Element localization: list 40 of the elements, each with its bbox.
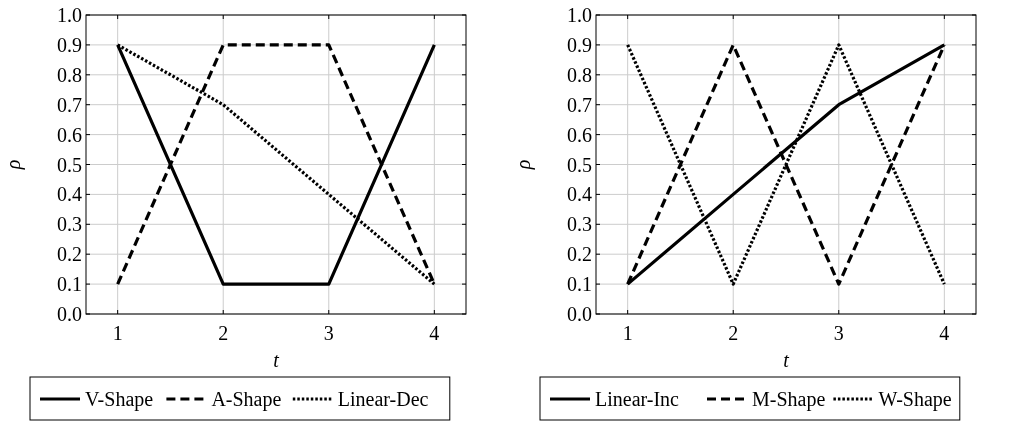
y-tick-label: 0.8	[57, 63, 82, 86]
y-tick-label: 0.4	[57, 183, 82, 206]
legend-label: W-Shape	[878, 388, 952, 411]
y-tick-label: 0.2	[57, 243, 82, 266]
y-tick-label: 0.5	[567, 153, 592, 176]
y-tick-label: 0.7	[567, 93, 592, 116]
x-tick-label: 3	[323, 322, 334, 344]
y-tick-label: 0.2	[567, 243, 592, 266]
x-tick-label: 2	[728, 322, 739, 344]
y-tick-label: 0.3	[567, 213, 592, 236]
x-axis-title: t	[783, 349, 790, 371]
y-tick-label: 0.9	[57, 33, 82, 56]
legend-label: A-Shape	[211, 388, 282, 411]
legend-label: Linear-Inc	[595, 388, 680, 410]
y-tick-label: 0.8	[567, 63, 592, 86]
y-tick-label: 0.0	[57, 303, 82, 325]
legend-label: V-Shape	[85, 388, 154, 411]
x-tick-label: 2	[218, 322, 229, 344]
legend-label: Linear-Dec	[337, 388, 429, 410]
y-tick-label: 0.1	[567, 273, 592, 296]
legend-label: M-Shape	[752, 388, 826, 411]
x-tick-label: 1	[622, 322, 633, 344]
y-axis-title: ρ	[2, 159, 25, 171]
y-tick-label: 1.0	[567, 4, 592, 26]
y-tick-label: 0.3	[57, 213, 82, 236]
x-tick-label: 4	[429, 322, 440, 344]
x-axis-title: t	[273, 349, 280, 371]
x-tick-label: 3	[833, 322, 844, 344]
x-tick-label: 1	[112, 322, 123, 344]
y-axis-title: ρ	[512, 159, 535, 171]
y-tick-label: 0.6	[567, 123, 592, 146]
y-tick-label: 0.5	[57, 153, 82, 176]
x-tick-label: 4	[939, 322, 950, 344]
y-tick-label: 0.0	[567, 303, 592, 325]
y-tick-label: 0.4	[567, 183, 592, 206]
y-tick-label: 0.9	[567, 33, 592, 56]
y-tick-label: 0.1	[57, 273, 82, 296]
y-tick-label: 0.6	[57, 123, 82, 146]
y-tick-label: 0.7	[57, 93, 82, 116]
y-tick-label: 1.0	[57, 4, 82, 26]
